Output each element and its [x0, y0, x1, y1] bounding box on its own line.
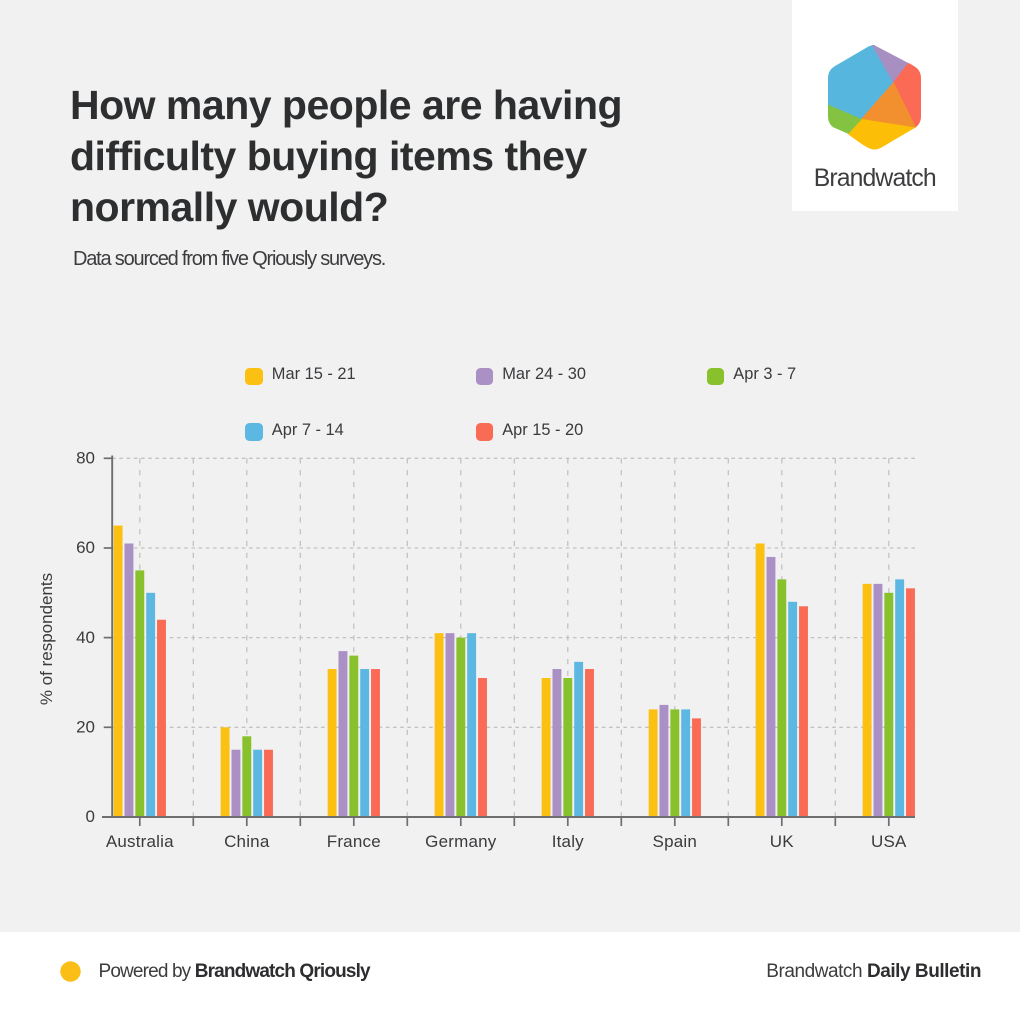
svg-text:Australia: Australia — [106, 832, 174, 851]
svg-text:% of respondents: % of respondents — [37, 573, 56, 705]
svg-text:Spain: Spain — [653, 832, 697, 851]
svg-text:80: 80 — [76, 449, 95, 468]
svg-text:China: China — [224, 832, 270, 851]
svg-text:USA: USA — [871, 832, 907, 851]
svg-text:40: 40 — [76, 628, 95, 647]
svg-text:France: France — [327, 832, 381, 851]
svg-text:60: 60 — [76, 538, 95, 557]
svg-text:20: 20 — [76, 718, 95, 737]
svg-text:Germany: Germany — [425, 832, 497, 851]
svg-text:Italy: Italy — [552, 832, 584, 851]
svg-text:0: 0 — [86, 807, 95, 826]
svg-text:UK: UK — [770, 832, 794, 851]
